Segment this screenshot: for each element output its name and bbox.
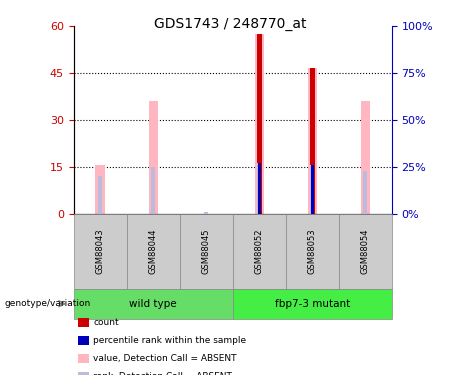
Text: GSM88052: GSM88052 [255,228,264,274]
Bar [151,167,155,214]
Bar [361,101,370,214]
Bar [258,163,261,214]
Bar [257,34,262,214]
Bar [307,68,317,214]
Text: value, Detection Call = ABSENT: value, Detection Call = ABSENT [93,354,236,363]
Bar [148,101,158,214]
Bar [257,163,261,214]
Text: GSM88043: GSM88043 [96,228,105,274]
Text: GSM88054: GSM88054 [361,228,370,274]
Bar [204,212,208,214]
Text: percentile rank within the sample: percentile rank within the sample [93,336,246,345]
Text: rank, Detection Call = ABSENT: rank, Detection Call = ABSENT [93,372,232,375]
Bar [363,171,367,214]
Bar [311,165,314,214]
Bar [254,34,264,214]
Text: genotype/variation: genotype/variation [5,299,91,308]
Text: count: count [93,318,119,327]
Text: GDS1743 / 248770_at: GDS1743 / 248770_at [154,17,307,31]
Text: GSM88053: GSM88053 [308,228,317,274]
Bar [310,165,314,214]
Bar [95,165,105,214]
Text: GSM88044: GSM88044 [149,228,158,274]
Text: GSM88045: GSM88045 [202,228,211,274]
Text: wild type: wild type [130,299,177,309]
Bar [98,176,102,214]
Bar [310,68,315,214]
Text: fbp7-3 mutant: fbp7-3 mutant [275,299,350,309]
